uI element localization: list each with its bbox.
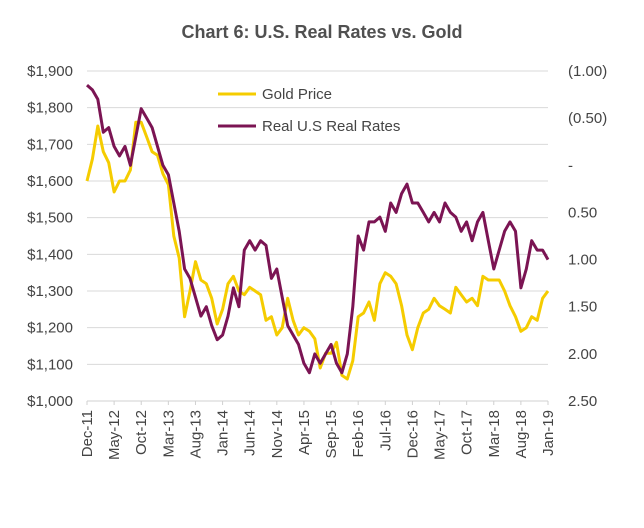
series-layer	[85, 83, 550, 381]
x-tick-label: Dec-16	[404, 410, 421, 458]
left-tick-label: $1,200	[27, 320, 73, 337]
left-tick-label: $1,500	[27, 210, 73, 227]
right-tick-label: 2.50	[568, 393, 597, 410]
right-tick-label: 1.00	[568, 252, 597, 269]
x-tick-label: Dec-11	[79, 410, 96, 457]
x-tick-label: Aug-18	[513, 410, 530, 458]
x-tick-label: Mar-18	[486, 410, 503, 458]
left-tick-label: $1,400	[27, 246, 73, 263]
x-tick-label: Jan-14	[215, 410, 232, 456]
right-tick-label: 0.50	[568, 204, 597, 221]
x-tick-label: Oct-12	[133, 410, 150, 455]
left-tick-label: $1,900	[27, 63, 73, 80]
x-tick-label: Jun-14	[242, 410, 259, 456]
left-tick-label: $1,600	[27, 173, 73, 190]
x-axis: Dec-11 May-12 Oct-12 Mar-13 Aug-13 Jan-14 Jun-…	[79, 400, 557, 460]
left-tick-label: $1,800	[27, 100, 73, 117]
left-tick-label: $1,000	[27, 393, 73, 410]
left-tick-label: $1,700	[27, 136, 73, 153]
x-tick-label: Feb-16	[350, 410, 367, 458]
right-axis: (1.00) (0.50) - 0.50 1.00 1.50 2.00 2.50	[568, 63, 607, 410]
left-tick-label: $1,100	[27, 356, 73, 373]
gridlines	[87, 70, 548, 402]
series-line-real-rates	[86, 83, 550, 375]
series-line-gold-price	[85, 120, 550, 381]
x-tick-label: May-17	[432, 410, 449, 460]
x-tick-label: Apr-15	[296, 410, 313, 455]
chart-title: Chart 6: U.S. Real Rates vs. Gold	[181, 22, 462, 42]
x-tick-label: Oct-17	[459, 410, 476, 455]
x-tick-label: Jan-19	[540, 410, 557, 456]
x-tick-label: Aug-13	[187, 410, 204, 458]
x-tick-label: May-12	[106, 410, 123, 460]
legend-label-gold: Gold Price	[262, 86, 332, 103]
legend: Gold Price Real U.S Real Rates	[218, 86, 400, 135]
x-tick-label: Sep-15	[323, 410, 340, 458]
right-tick-label: -	[568, 157, 573, 174]
left-axis: $1,000 $1,100 $1,200 $1,300 $1,400 $1,500 $1,6…	[27, 63, 73, 410]
right-tick-label: (0.50)	[568, 110, 607, 127]
left-tick-label: $1,300	[27, 283, 73, 300]
x-tick-label: Nov-14	[269, 410, 286, 458]
legend-label-real-rates: Real U.S Real Rates	[262, 118, 400, 135]
right-tick-label: 1.50	[568, 299, 597, 316]
right-tick-label: (1.00)	[568, 63, 607, 80]
x-tick-label: Jul-16	[377, 410, 394, 451]
right-tick-label: 2.00	[568, 346, 597, 363]
x-tick-label: Mar-13	[160, 410, 177, 458]
